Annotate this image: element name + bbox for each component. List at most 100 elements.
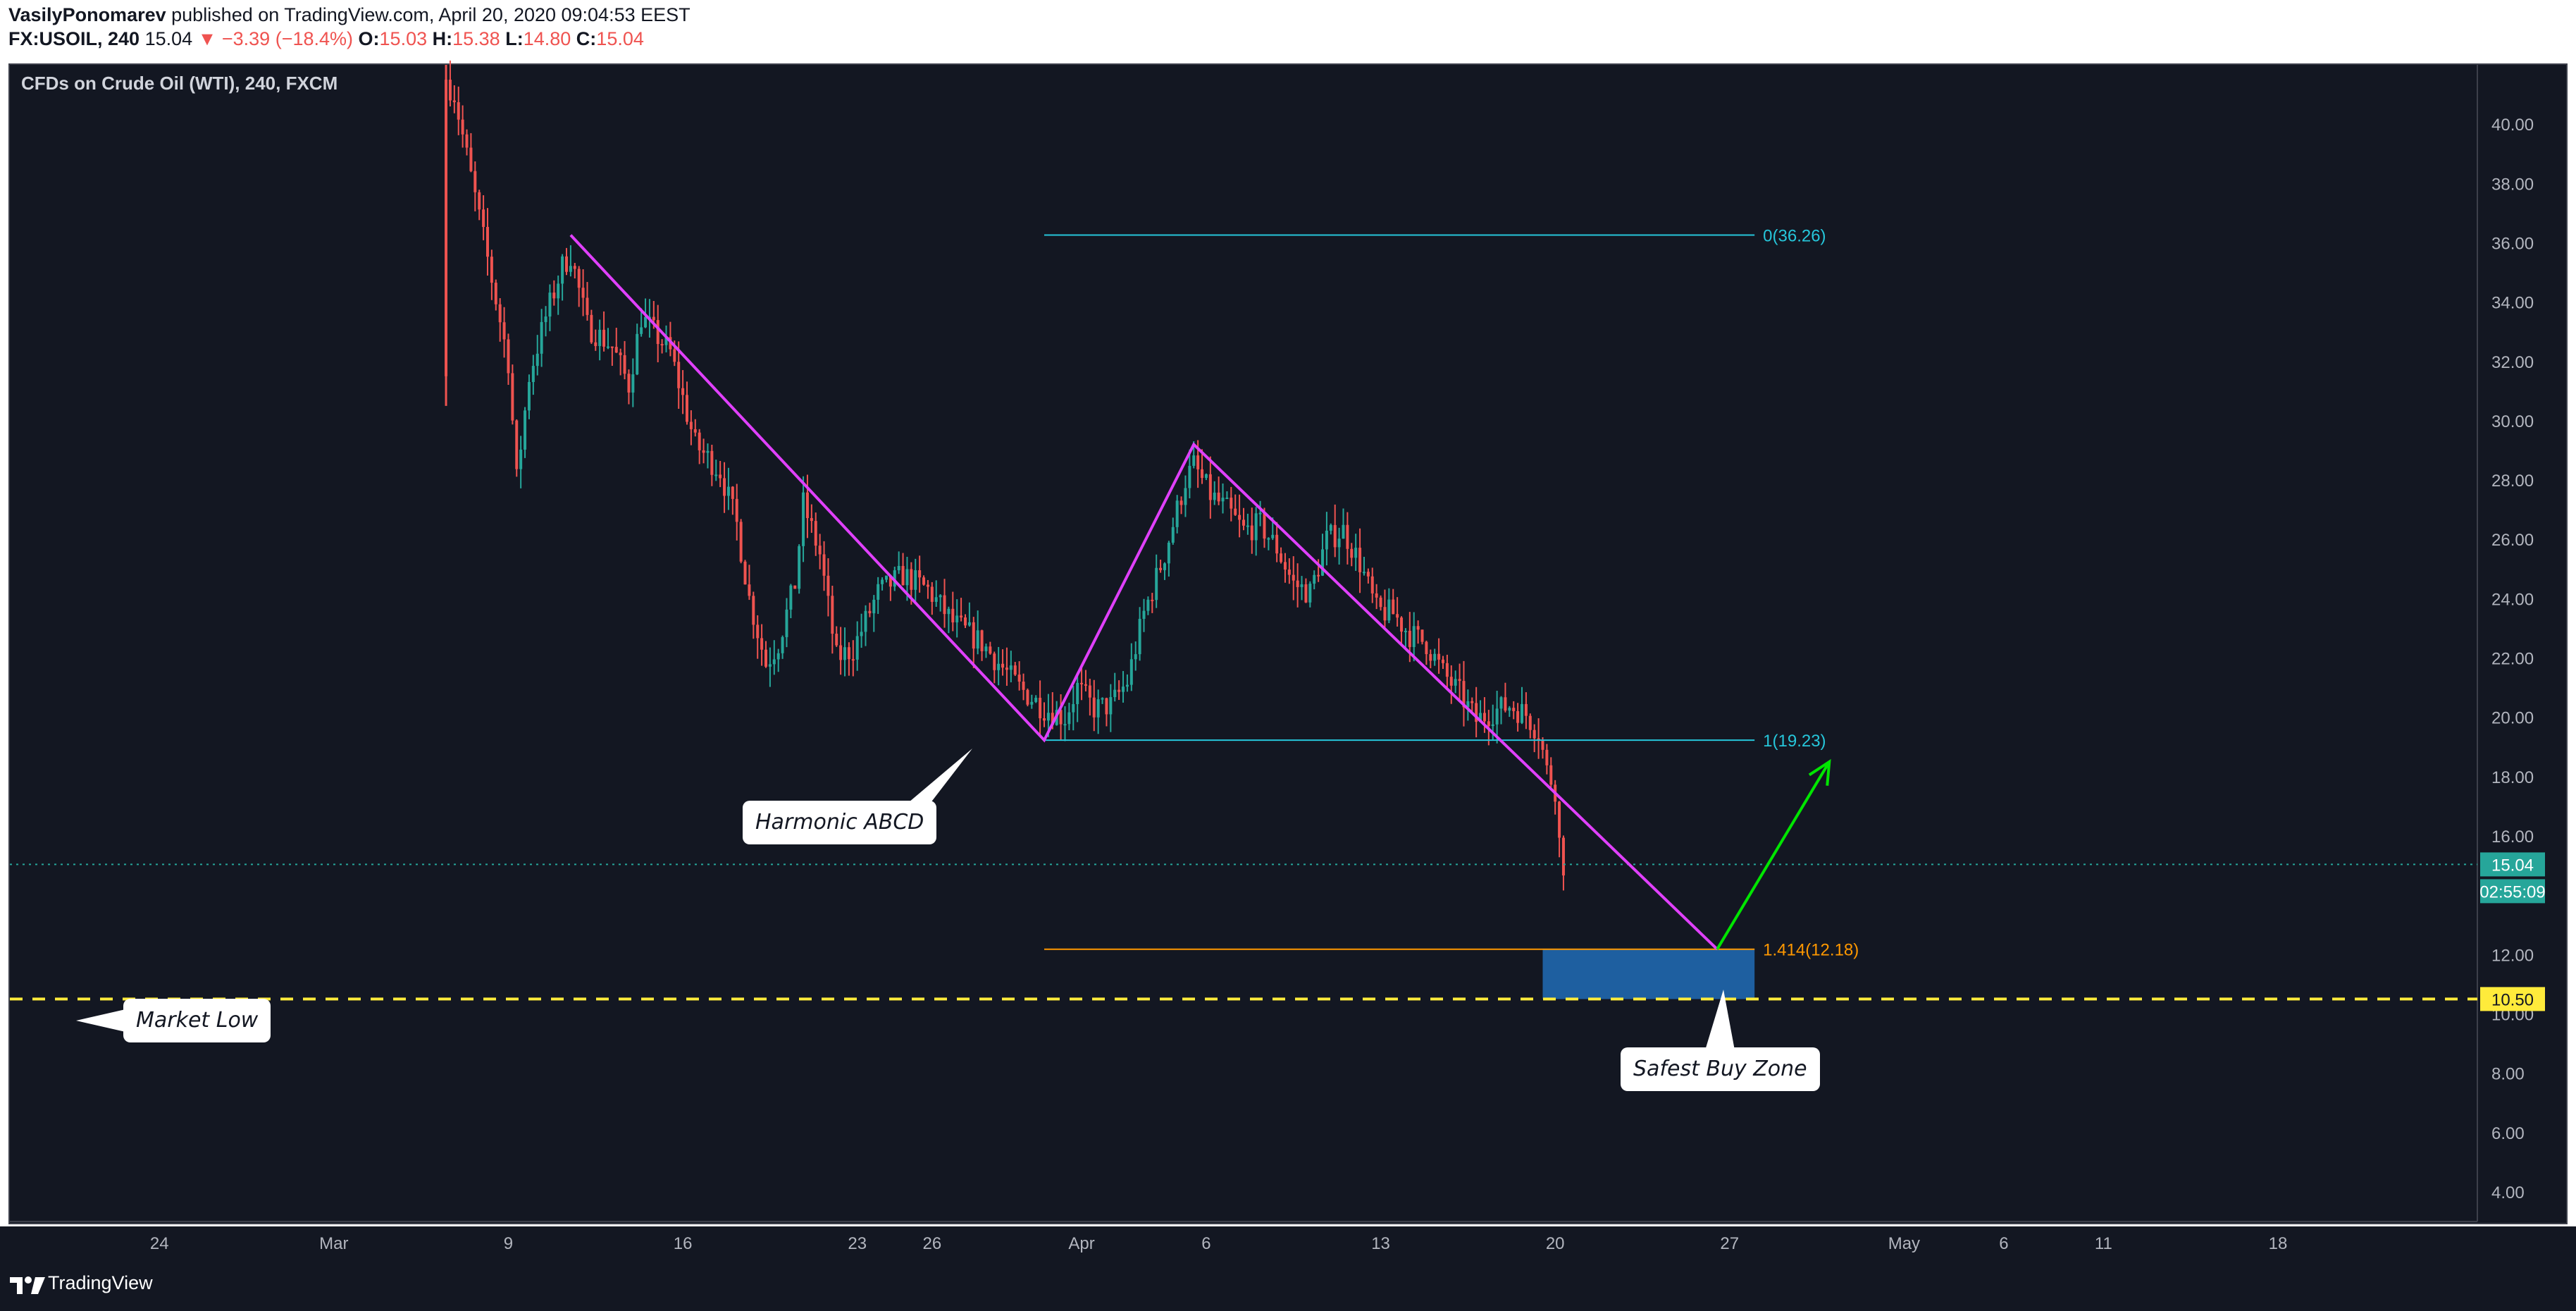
x-tick-label: May [1888, 1234, 1920, 1253]
last-price: 15.04 [144, 28, 193, 49]
tradingview-brand[interactable]: TradingView [48, 1272, 153, 1293]
candle-body [943, 595, 946, 615]
y-tick-label: 22.00 [2491, 650, 2534, 669]
candle-body [636, 333, 639, 375]
market-low-callout[interactable]: Market Low [123, 999, 271, 1042]
candle-body [888, 575, 892, 587]
candle-body [606, 346, 609, 348]
high-label: H: [432, 28, 453, 49]
candle-body [1076, 682, 1079, 704]
candle-body [1292, 574, 1295, 581]
candle-body [664, 337, 668, 345]
candle-body [1204, 474, 1208, 479]
candle-body [1271, 534, 1275, 538]
candle-body [1155, 567, 1158, 601]
candle-body [1213, 492, 1216, 500]
candle-body [1059, 710, 1063, 725]
candle-body [1532, 730, 1536, 739]
axes-layer: 4.006.008.0010.0012.0014.0016.0018.0020.… [10, 65, 2534, 1253]
x-tick-label: 24 [150, 1234, 169, 1253]
chart-title: CFDs on Crude Oil (WTI), 240, FXCM [21, 73, 338, 94]
candle-body [1499, 697, 1503, 709]
close-label: C: [576, 28, 597, 49]
candle-body [993, 653, 996, 670]
candle-body [802, 492, 805, 546]
candle-body [864, 610, 867, 632]
candle-body [1246, 525, 1249, 527]
author-name[interactable]: VasilyPonomarev [8, 4, 166, 25]
candle-body [843, 647, 847, 660]
candle-body [1416, 626, 1420, 630]
candle-body [698, 432, 701, 450]
candle-body [1117, 689, 1121, 692]
candle-body [901, 565, 905, 586]
safest-buy-zone-callout[interactable]: Safest Buy Zone [1621, 1047, 1820, 1091]
candle-body [581, 288, 585, 298]
candle-body [947, 608, 950, 615]
candle-body [594, 342, 597, 346]
candle-body [1230, 498, 1233, 509]
x-tick-label: 11 [2095, 1234, 2112, 1253]
candle-body [934, 597, 938, 602]
candle-body [473, 171, 477, 192]
candle-body [527, 382, 531, 411]
chart-panel[interactable] [8, 63, 2568, 1224]
y-tick-label: 18.00 [2491, 768, 2534, 787]
candle-body [1404, 630, 1407, 632]
candle-body [926, 584, 929, 587]
footer-bar [0, 1226, 2576, 1311]
candle-body [872, 599, 876, 614]
candle-body [963, 617, 967, 626]
harmonic-abcd-callout[interactable]: Harmonic ABCD [743, 801, 937, 844]
candle-body [702, 450, 705, 453]
price-change: ▼ −3.39 (−18.4%) [197, 28, 354, 49]
open-value: 15.03 [379, 28, 428, 49]
publish-text: published on TradingView.com, April 20, … [171, 4, 691, 25]
candle-body [951, 608, 955, 623]
candle-body [1558, 801, 1561, 838]
candle-body [561, 256, 564, 284]
candle-body [997, 663, 1001, 670]
candle-body [984, 646, 988, 651]
candle-body [1167, 542, 1170, 564]
candle-body [1109, 697, 1113, 715]
candle-body [1508, 708, 1511, 711]
candle-body [1487, 721, 1490, 727]
tradingview-logo-icon[interactable] [8, 1270, 48, 1298]
candle-body [677, 362, 681, 388]
candle-body [1101, 698, 1104, 700]
candle-body [905, 569, 909, 586]
candle-body [793, 585, 797, 589]
candle-body [485, 226, 489, 257]
candle-body [469, 147, 473, 171]
candle-body [1234, 508, 1237, 515]
candle-body [893, 570, 896, 587]
close-value: 15.04 [596, 28, 644, 49]
candle-body [860, 632, 863, 636]
candle-body [1504, 697, 1507, 711]
candle-body [544, 316, 547, 322]
candle-body [1400, 617, 1404, 632]
candle-body [810, 518, 813, 522]
y-tick-label: 32.00 [2491, 353, 2534, 372]
candle-body [577, 269, 581, 288]
candle-body [1462, 681, 1466, 708]
candle-body [930, 586, 934, 602]
candle-body [1238, 515, 1241, 520]
candle-body [498, 304, 502, 323]
candle-body [877, 584, 880, 600]
candle-body [548, 293, 552, 317]
candle-body [1458, 679, 1461, 682]
candle-body [1470, 701, 1474, 703]
candle-body [1063, 724, 1067, 726]
candle-body [1001, 663, 1005, 668]
header-bar: VasilyPonomarev published on TradingView… [0, 0, 2576, 59]
candle-body [1317, 574, 1320, 577]
candle-body [814, 521, 817, 546]
candle-body [855, 636, 859, 660]
candle-body [1308, 584, 1312, 603]
candle-body [739, 522, 743, 562]
candle-body [614, 347, 618, 353]
candle-body [586, 297, 589, 315]
